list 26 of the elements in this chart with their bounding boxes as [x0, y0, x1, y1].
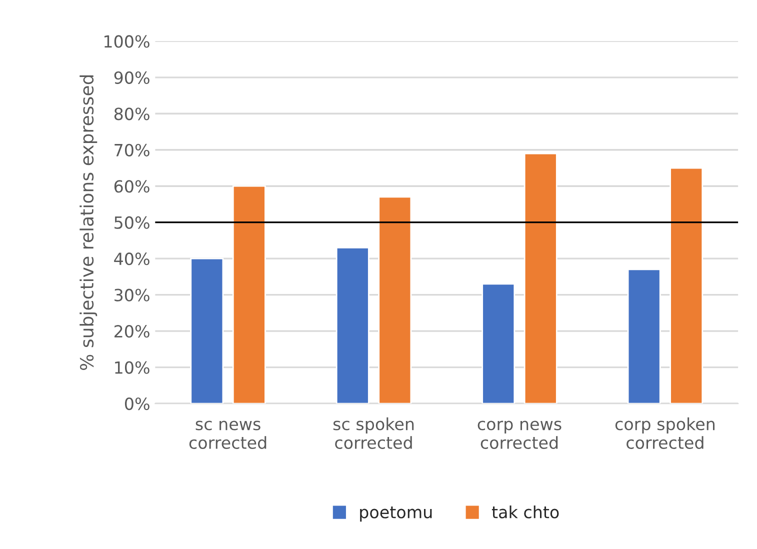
y-tick-label: 100%	[104, 35, 150, 48]
bar	[232, 185, 266, 404]
y-tick-label: 0%	[124, 397, 150, 410]
legend-label: poetomu	[360, 506, 432, 522]
x-tick-label: corp spoken corrected	[615, 417, 715, 449]
y-tick-label: 70%	[114, 144, 150, 156]
x-tick-label: sc news corrected	[189, 420, 266, 449]
y-tick-label: 80%	[114, 108, 150, 120]
bar	[190, 258, 224, 404]
y-tick-label: 10%	[115, 361, 150, 374]
y-tick-label: 50%	[114, 216, 150, 229]
y-axis-title: % subjective relations expressed	[80, 75, 98, 370]
y-tick-label: 60%	[114, 180, 150, 193]
bar	[627, 268, 661, 404]
legend-label: tak chto	[492, 505, 559, 518]
bar	[378, 196, 412, 404]
x-tick-label: corp news corrected	[478, 420, 562, 449]
y-tick-label: 90%	[114, 71, 150, 84]
x-tick-label: sc spoken corrected	[333, 417, 414, 449]
y-tick-label: 20%	[114, 325, 150, 338]
y-tick-label: 40%	[114, 252, 150, 266]
bar	[670, 167, 704, 404]
bar	[524, 152, 558, 404]
y-tick-label: 30%	[114, 288, 150, 302]
bar	[482, 283, 516, 404]
bar	[336, 247, 370, 404]
